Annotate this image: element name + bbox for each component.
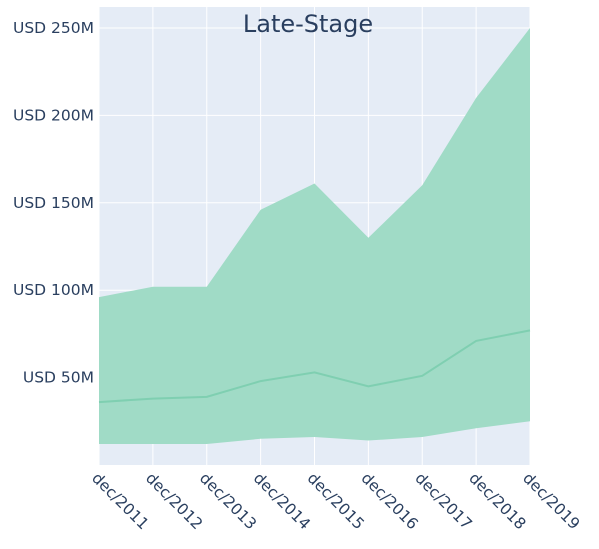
chart-title: Late-Stage bbox=[243, 10, 373, 38]
y-tick-label: USD 100M bbox=[13, 281, 94, 299]
x-tick-labels: dec/2011dec/2012dec/2013dec/2014dec/2015… bbox=[88, 469, 583, 533]
y-tick-label: USD 150M bbox=[13, 194, 94, 212]
y-tick-label: USD 250M bbox=[13, 19, 94, 37]
x-tick-label: dec/2014 bbox=[250, 469, 314, 533]
x-tick-label: dec/2017 bbox=[411, 469, 475, 533]
y-tick-label: USD 200M bbox=[13, 106, 94, 124]
x-tick-label: dec/2018 bbox=[465, 469, 529, 533]
y-tick-label: USD 50M bbox=[23, 369, 94, 387]
range-band-area bbox=[99, 27, 530, 445]
median-line bbox=[98, 329, 531, 404]
x-tick-label: dec/2015 bbox=[304, 469, 368, 533]
x-tick-label: dec/2013 bbox=[196, 469, 260, 533]
x-tick-label: dec/2019 bbox=[519, 469, 583, 533]
x-tick-label: dec/2011 bbox=[88, 469, 152, 533]
area-layer bbox=[98, 27, 531, 445]
x-tick-label: dec/2016 bbox=[358, 469, 422, 533]
x-tick-label: dec/2012 bbox=[142, 469, 206, 533]
y-tick-labels: USD 50M USD 100M USD 150M USD 200M USD 250M bbox=[13, 19, 94, 387]
